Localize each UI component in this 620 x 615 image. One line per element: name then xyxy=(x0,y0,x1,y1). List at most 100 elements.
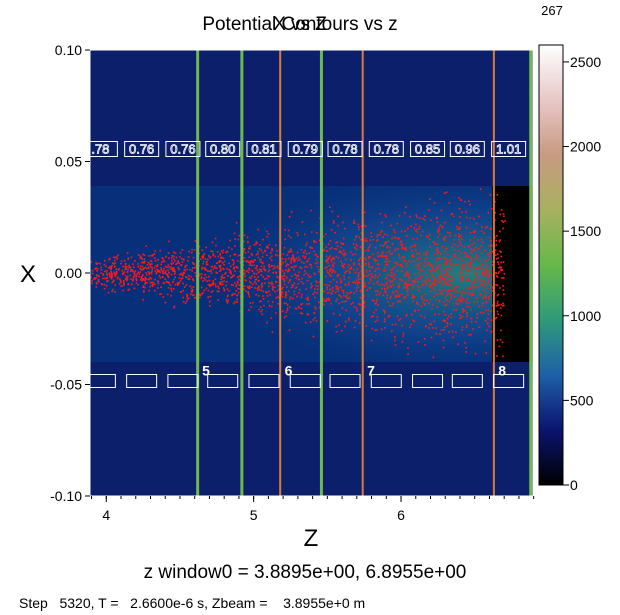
particle xyxy=(363,274,366,277)
particle xyxy=(471,293,474,295)
particle xyxy=(468,334,470,336)
particle xyxy=(439,279,442,282)
particle xyxy=(341,251,343,253)
particle xyxy=(396,315,399,317)
green-element-line xyxy=(319,50,323,496)
particle xyxy=(247,287,250,290)
particle xyxy=(487,313,490,316)
particle xyxy=(337,256,340,259)
particle xyxy=(258,268,261,271)
particle xyxy=(119,280,122,282)
particle xyxy=(396,291,399,294)
particle xyxy=(139,267,141,270)
particle xyxy=(436,260,438,262)
particle xyxy=(364,249,367,252)
particle xyxy=(248,276,251,279)
particle xyxy=(324,300,326,302)
particle xyxy=(306,279,309,282)
particle xyxy=(211,250,214,253)
particle xyxy=(189,285,192,287)
particle xyxy=(417,280,420,283)
particle xyxy=(248,247,250,250)
particle xyxy=(404,295,407,298)
particle xyxy=(416,258,418,261)
particle xyxy=(296,295,298,298)
particle xyxy=(141,278,144,280)
particle xyxy=(212,254,215,257)
particle xyxy=(468,200,470,203)
particle xyxy=(327,259,329,261)
particle xyxy=(425,325,427,328)
particle xyxy=(372,238,374,241)
particle xyxy=(367,261,370,264)
particle xyxy=(268,266,271,269)
particle xyxy=(317,285,320,288)
particle xyxy=(108,266,111,268)
particle xyxy=(117,254,119,257)
particle xyxy=(462,308,464,310)
particle xyxy=(436,248,438,251)
particle xyxy=(487,275,489,277)
particle xyxy=(434,269,436,272)
particle xyxy=(462,288,465,291)
particle xyxy=(341,221,344,224)
particle xyxy=(412,284,415,287)
particle xyxy=(407,353,409,355)
particle xyxy=(179,252,182,254)
particle xyxy=(443,257,445,259)
particle xyxy=(500,255,503,258)
particle xyxy=(386,246,388,249)
particle xyxy=(111,264,113,267)
particle xyxy=(421,269,423,271)
particle xyxy=(301,277,303,280)
particle xyxy=(152,283,154,286)
particle xyxy=(236,298,238,301)
particle xyxy=(123,271,125,273)
particle xyxy=(425,257,428,259)
particle xyxy=(502,285,504,287)
particle xyxy=(398,254,400,256)
particle xyxy=(437,229,439,231)
particle xyxy=(172,270,174,272)
particle xyxy=(293,259,296,262)
particle xyxy=(457,343,459,345)
particle xyxy=(222,249,225,252)
gap-label-text: 0.78 xyxy=(332,142,357,157)
particle xyxy=(290,286,293,289)
particle xyxy=(353,326,356,329)
particle xyxy=(465,216,468,219)
particle xyxy=(132,278,134,281)
particle xyxy=(484,320,487,322)
particle xyxy=(447,284,450,287)
particle xyxy=(377,263,380,265)
particle xyxy=(381,251,384,253)
particle xyxy=(479,188,482,190)
particle xyxy=(243,285,246,288)
particle xyxy=(281,258,284,260)
z-window-text: z window0 = 3.8895e+00, 6.8955e+00 xyxy=(144,562,467,583)
particle xyxy=(118,282,121,285)
particle xyxy=(205,263,208,266)
particle xyxy=(385,215,387,218)
particle xyxy=(455,308,458,311)
particle xyxy=(462,297,464,300)
particle xyxy=(370,266,373,269)
particle xyxy=(490,284,492,287)
particle xyxy=(211,283,214,286)
particle xyxy=(265,230,268,233)
particle xyxy=(416,231,419,233)
particle xyxy=(127,268,129,271)
particle xyxy=(478,326,481,328)
particle xyxy=(120,262,122,265)
particle xyxy=(398,294,401,296)
particle xyxy=(364,262,367,265)
particle xyxy=(459,226,461,229)
particle xyxy=(485,272,488,274)
particle xyxy=(298,278,300,281)
particle xyxy=(374,258,376,261)
particle xyxy=(333,262,336,265)
particle xyxy=(284,238,287,241)
particle xyxy=(266,245,269,248)
particle xyxy=(167,293,169,296)
particle xyxy=(485,284,488,286)
